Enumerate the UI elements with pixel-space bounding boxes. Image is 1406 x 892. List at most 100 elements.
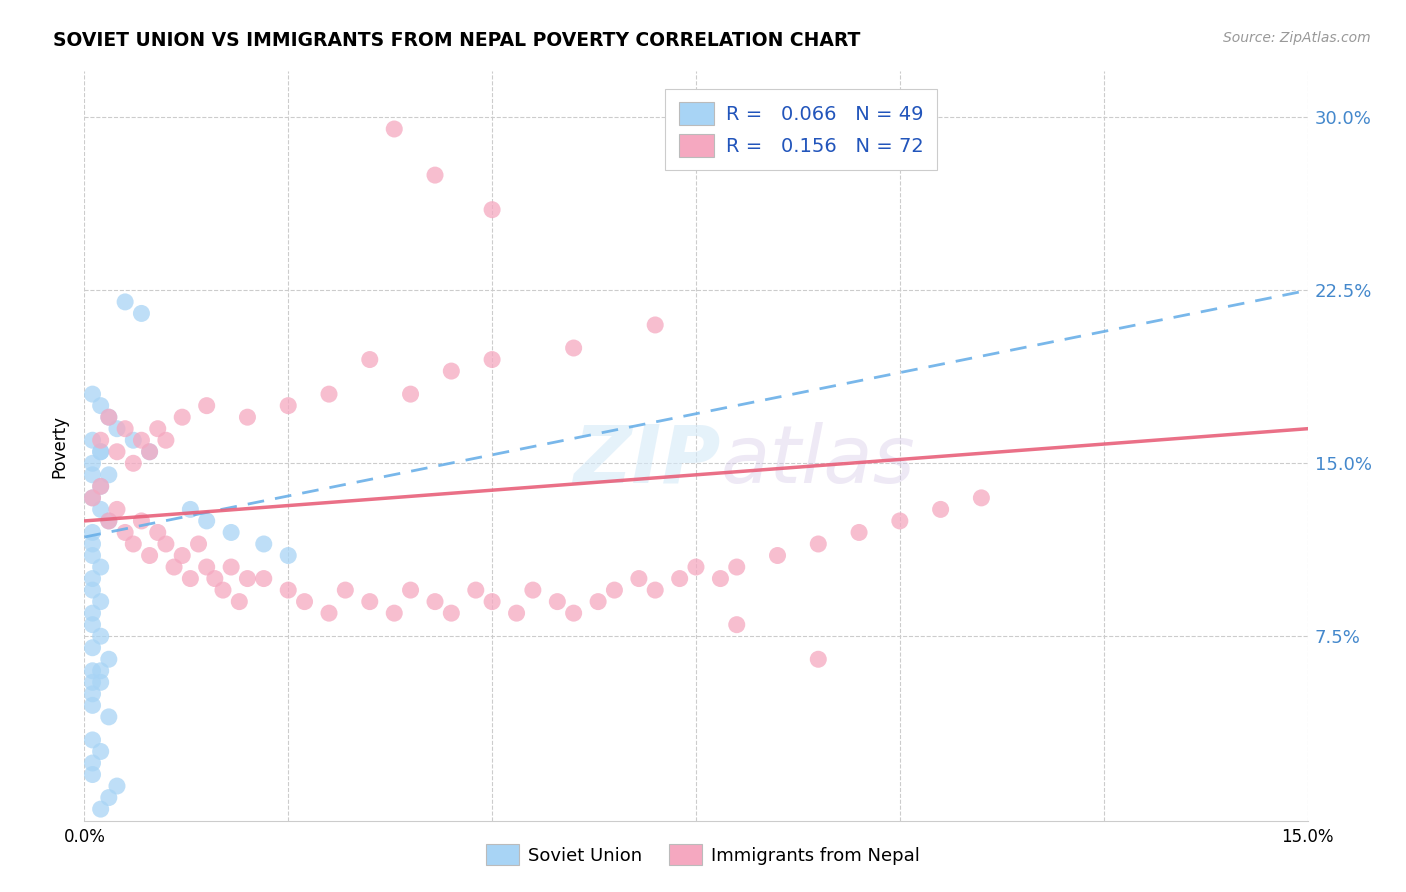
Point [195, 399, 218, 413]
Point [382, 606, 405, 620]
Point [685, 560, 707, 574]
Point [82, 687, 104, 701]
Legend: Soviet Union, Immigrants from Nepal: Soviet Union, Immigrants from Nepal [478, 835, 928, 874]
Point [668, 572, 690, 586]
Point [97, 514, 120, 528]
Point [481, 202, 503, 217]
Point [90, 664, 112, 678]
Point [179, 502, 201, 516]
Point [114, 422, 136, 436]
Point [97, 514, 120, 528]
Y-axis label: Poverty: Poverty [51, 415, 69, 477]
Point [219, 525, 242, 540]
Point [82, 467, 104, 482]
Point [236, 410, 259, 425]
Point [90, 802, 112, 816]
Point [204, 572, 226, 586]
Point [440, 364, 463, 378]
Point [807, 652, 830, 666]
Point [82, 733, 104, 747]
Point [82, 767, 104, 781]
Text: Source: ZipAtlas.com: Source: ZipAtlas.com [1223, 31, 1371, 45]
Point [481, 352, 503, 367]
Point [82, 549, 104, 563]
Point [97, 410, 120, 425]
Point [146, 525, 169, 540]
Point [481, 594, 503, 608]
Point [82, 675, 104, 690]
Point [399, 387, 422, 401]
Point [277, 583, 299, 598]
Point [82, 387, 104, 401]
Point [253, 537, 276, 551]
Point [187, 537, 209, 551]
Point [277, 549, 299, 563]
Point [464, 583, 486, 598]
Point [82, 491, 104, 505]
Point [114, 294, 136, 309]
Point [122, 456, 145, 470]
Point [138, 444, 160, 458]
Point [889, 514, 911, 528]
Point [105, 422, 128, 436]
Point [644, 583, 666, 598]
Point [505, 606, 527, 620]
Point [90, 560, 112, 574]
Point [163, 560, 186, 574]
Point [82, 491, 104, 505]
Point [219, 560, 242, 574]
Legend: R =   0.066   N = 49, R =   0.156   N = 72: R = 0.066 N = 49, R = 0.156 N = 72 [665, 88, 936, 170]
Point [82, 640, 104, 655]
Point [90, 629, 112, 643]
Point [90, 434, 112, 448]
Point [82, 525, 104, 540]
Point [277, 399, 299, 413]
Point [970, 491, 993, 505]
Point [122, 434, 145, 448]
Point [146, 422, 169, 436]
Point [82, 756, 104, 770]
Point [848, 525, 870, 540]
Point [603, 583, 626, 598]
Point [725, 617, 748, 632]
Point [725, 560, 748, 574]
Point [138, 444, 160, 458]
Point [359, 352, 381, 367]
Point [382, 122, 405, 136]
Point [82, 537, 104, 551]
Text: atlas: atlas [720, 422, 915, 500]
Point [236, 572, 259, 586]
Point [90, 594, 112, 608]
Point [359, 594, 381, 608]
Point [155, 537, 177, 551]
Text: SOVIET UNION VS IMMIGRANTS FROM NEPAL POVERTY CORRELATION CHART: SOVIET UNION VS IMMIGRANTS FROM NEPAL PO… [53, 31, 860, 50]
Point [212, 583, 235, 598]
Point [122, 537, 145, 551]
Point [195, 560, 218, 574]
Point [82, 583, 104, 598]
Point [294, 594, 316, 608]
Point [399, 583, 422, 598]
Point [586, 594, 609, 608]
Point [172, 410, 194, 425]
Point [253, 572, 276, 586]
Point [82, 664, 104, 678]
Point [131, 306, 153, 320]
Point [522, 583, 544, 598]
Point [195, 514, 218, 528]
Point [105, 779, 128, 793]
Point [172, 549, 194, 563]
Point [82, 456, 104, 470]
Point [90, 502, 112, 516]
Point [335, 583, 357, 598]
Point [90, 744, 112, 758]
Point [105, 444, 128, 458]
Point [90, 399, 112, 413]
Point [90, 479, 112, 493]
Point [90, 444, 112, 458]
Point [97, 410, 120, 425]
Point [929, 502, 952, 516]
Point [82, 606, 104, 620]
Point [97, 467, 120, 482]
Point [90, 675, 112, 690]
